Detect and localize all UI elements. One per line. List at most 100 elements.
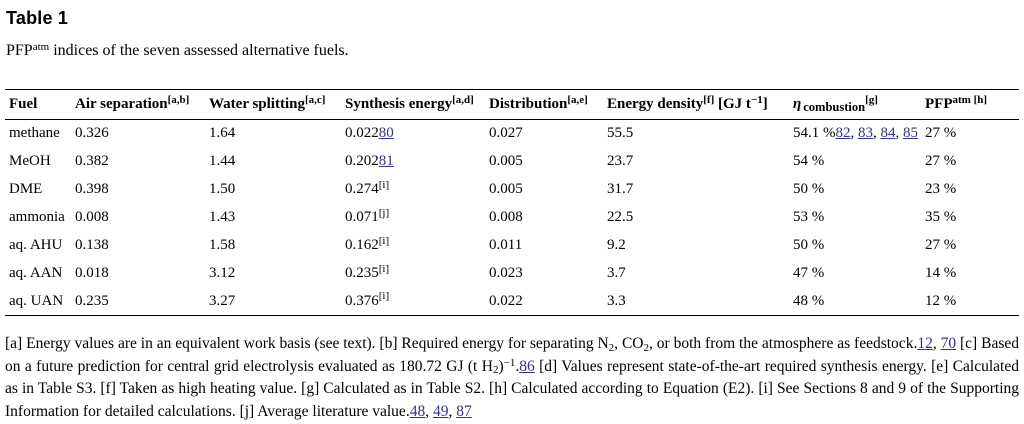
- cell-water: 1.44: [209, 153, 236, 169]
- cell-synth-value: 0.071: [345, 209, 379, 225]
- cell-air: 0.008: [75, 209, 109, 225]
- cell-water: 1.50: [209, 181, 236, 197]
- table-row-aq-aan: aq. AAN 0.018 3.12 0.235[i] 0.023 3.7 47…: [5, 260, 1019, 288]
- footnote-text: , CO: [614, 335, 644, 352]
- cell-pfp: 12 %: [925, 292, 957, 309]
- cell-pfp: 14 %: [925, 265, 957, 281]
- cell-synth-value: 0.202: [345, 153, 379, 169]
- table-caption: PFPatm indices of the seven assessed alt…: [6, 42, 1019, 60]
- header-energy-density: Energy density[f] [GJ t−1]: [603, 90, 789, 120]
- cell-synth-footmark: [i]: [378, 178, 390, 191]
- table-row-dme: DME 0.398 1.50 0.274[i] 0.005 31.7 50 % …: [5, 176, 1019, 204]
- header-water-splitting: Water splitting[a,c]: [205, 90, 341, 120]
- cell-synth-footmark: [i]: [378, 234, 390, 247]
- eta-symbol: η: [793, 96, 802, 112]
- cell-synth-footmark: [j]: [378, 206, 390, 219]
- header-water-footmark: [a,c]: [304, 93, 326, 106]
- header-fuel: Fuel: [5, 90, 71, 120]
- link-separator: ,: [873, 125, 881, 142]
- cell-density: 3.3: [607, 292, 626, 309]
- header-pfp-footmark: atm [h]: [952, 93, 988, 106]
- citation-link[interactable]: 70: [940, 335, 957, 352]
- cell-fuel: MeOH: [9, 153, 51, 169]
- cell-synth-value: 0.022: [345, 125, 379, 142]
- citation-link[interactable]: 84: [880, 125, 896, 142]
- table-row-aq-ahu: aq. AHU 0.138 1.58 0.162[i] 0.011 9.2 50…: [5, 232, 1019, 260]
- cell-density: 22.5: [607, 209, 634, 225]
- footnote-text: [a] Energy values are in an equivalent w…: [5, 335, 609, 352]
- citation-link[interactable]: 80: [378, 125, 394, 142]
- cell-eta: 47 %: [793, 265, 825, 281]
- citation-link[interactable]: 82: [835, 125, 851, 142]
- cell-pfp: 27 %: [925, 153, 957, 169]
- cell-synth: 0.376[i]: [341, 288, 485, 316]
- caption-sup: atm: [32, 41, 50, 54]
- cell-density: 23.7: [607, 153, 634, 169]
- cell-dist: 0.023: [489, 265, 523, 281]
- citation-link[interactable]: 49: [432, 402, 449, 420]
- cell-dist: 0.005: [489, 153, 523, 169]
- footnote-text: , or both from the atmosphere as feedsto…: [648, 335, 918, 352]
- cell-synth-value: 0.376: [345, 292, 379, 309]
- cell-water: 1.43: [209, 209, 236, 225]
- header-synth-footmark: [a,d]: [452, 93, 474, 106]
- header-density-unit-exp: −1: [750, 93, 763, 106]
- footnote-sub: 2: [608, 341, 615, 354]
- cell-water: 3.12: [209, 265, 236, 281]
- header-density-label: Energy density: [607, 96, 704, 112]
- footnote-sub: 2: [643, 341, 649, 354]
- footnote-text: ): [498, 357, 504, 375]
- cell-eta: 54 %: [793, 153, 825, 169]
- cell-synth: 0.02280: [341, 120, 485, 148]
- cell-dist: 0.008: [489, 209, 523, 225]
- cell-synth: 0.274[i]: [341, 176, 485, 204]
- cell-synth-value: 0.235: [345, 265, 379, 281]
- header-synth-label: Synthesis energy: [345, 96, 453, 112]
- citation-link[interactable]: 87: [456, 402, 472, 420]
- page-title: Table 1: [6, 8, 69, 28]
- citation-link[interactable]: 81: [378, 153, 394, 169]
- cell-synth: 0.162[i]: [341, 232, 485, 260]
- footnote-text: [d] Values represent state-of-the-art re…: [5, 357, 1019, 420]
- header-row: Fuel Air separation[a,b] Water splitting…: [5, 90, 1019, 120]
- cell-synth: 0.20281: [341, 148, 485, 176]
- citation-link[interactable]: 83: [858, 125, 873, 142]
- cell-eta: 50 %: [793, 237, 825, 253]
- cell-dist: 0.005: [489, 181, 523, 197]
- citation-link[interactable]: 85: [903, 125, 918, 142]
- data-table: Fuel Air separation[a,b] Water splitting…: [5, 89, 1019, 316]
- cell-water: 1.58: [209, 237, 236, 253]
- caption-base: PFP: [6, 42, 33, 59]
- cell-dist: 0.027: [489, 125, 523, 142]
- footnote-text: ,: [448, 402, 457, 420]
- caption-rest: indices of the seven assessed alternativ…: [49, 42, 349, 59]
- link-separator: ,: [850, 125, 858, 142]
- cell-fuel: methane: [9, 125, 60, 142]
- table-row-ammonia: ammonia 0.008 1.43 0.071[j] 0.008 22.5 5…: [5, 204, 1019, 232]
- header-density-footmark: [f]: [703, 93, 715, 106]
- header-fuel-label: Fuel: [9, 96, 38, 112]
- citation-link[interactable]: 48: [409, 402, 426, 420]
- cell-air: 0.382: [75, 153, 109, 169]
- cell-air: 0.326: [75, 125, 109, 142]
- footnote-text: [c] Based on a future prediction for cen…: [5, 335, 1019, 375]
- cell-eta-value: 54.1 %: [793, 125, 836, 142]
- citation-link[interactable]: 86: [519, 357, 535, 375]
- cell-synth-value: 0.162: [345, 237, 379, 253]
- cell-pfp: 27 %: [925, 125, 957, 142]
- cell-synth-footmark: [i]: [378, 262, 390, 275]
- cell-air: 0.138: [75, 237, 109, 253]
- footnote-text: .: [515, 357, 520, 375]
- citation-link[interactable]: 12: [917, 335, 933, 352]
- cell-fuel: ammonia: [9, 209, 65, 225]
- cell-synth: 0.071[j]: [341, 204, 485, 232]
- header-air-label: Air separation: [75, 96, 168, 112]
- cell-air: 0.235: [75, 292, 109, 309]
- header-dist-label: Distribution: [489, 96, 568, 112]
- footnote-text: ,: [932, 335, 941, 352]
- cell-water: 1.64: [209, 125, 236, 142]
- header-eta-combustion: η combustion[g]: [789, 90, 921, 120]
- header-water-label: Water splitting: [209, 96, 305, 112]
- cell-pfp: 23 %: [925, 181, 957, 197]
- cell-synth: 0.235[i]: [341, 260, 485, 288]
